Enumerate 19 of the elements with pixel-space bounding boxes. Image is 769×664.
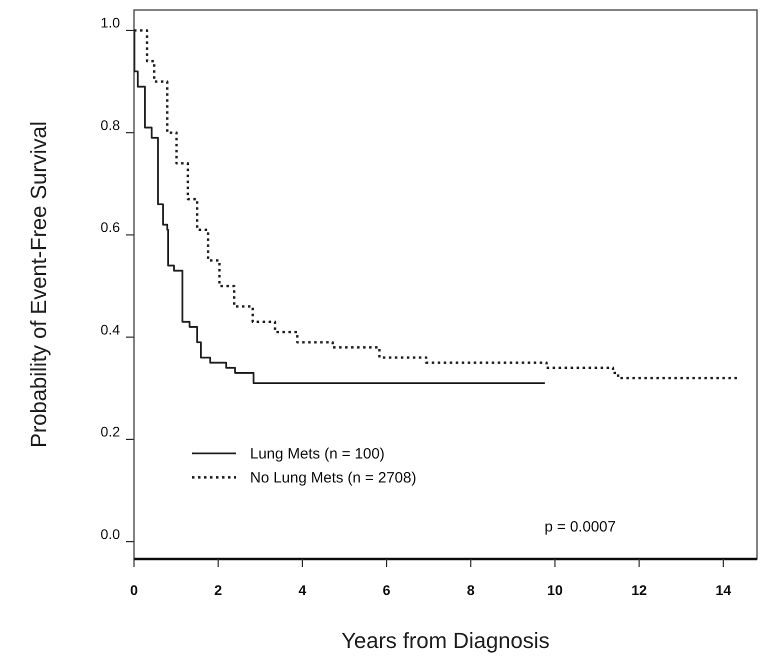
y-tick-label: 0.8 xyxy=(100,116,120,133)
y-tick-label: 1.0 xyxy=(100,14,120,31)
y-axis-title: Probability of Event-Free Survival xyxy=(26,121,51,448)
y-tick-label: 0.0 xyxy=(100,526,120,542)
y-tick-label: 0.2 xyxy=(100,424,120,440)
x-tick-label: 8 xyxy=(466,582,475,598)
y-tick-label: 0.4 xyxy=(100,321,120,338)
x-axis-title: Years from Diagnosis xyxy=(341,628,550,653)
legend-label: Lung Mets (n = 100) xyxy=(250,446,385,463)
x-tick-label: 12 xyxy=(631,582,648,598)
annotation: p = 0.0007 xyxy=(544,518,616,536)
x-tick-label: 10 xyxy=(547,582,563,598)
x-tick-label: 0 xyxy=(130,582,138,598)
y-tick-label: 0.6 xyxy=(100,219,120,236)
legend-label: No Lung Mets (n = 2708) xyxy=(250,470,416,487)
x-tick-label: 14 xyxy=(716,582,732,598)
x-tick-label: 6 xyxy=(382,582,391,598)
x-tick-label: 2 xyxy=(214,582,222,598)
x-tick-label: 4 xyxy=(298,582,306,598)
